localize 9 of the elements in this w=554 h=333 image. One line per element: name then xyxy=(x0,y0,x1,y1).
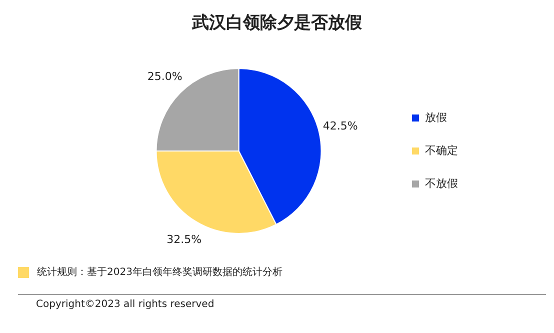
chart-title: 武汉白领除夕是否放假 xyxy=(190,12,363,35)
data-label: 42.5% xyxy=(322,119,358,132)
legend-label: 放假 xyxy=(425,110,447,124)
text: 统计规则：基于2023年白领年终奖调研数据的统计分析 xyxy=(37,266,282,279)
data-label: 25.0% xyxy=(147,70,182,83)
legend-label: 不确定 xyxy=(425,144,458,157)
legend-label: 不放假 xyxy=(425,176,458,190)
data-label: 32.5% xyxy=(166,232,202,246)
text: Copyright©2023 all rights reserved xyxy=(36,299,216,310)
